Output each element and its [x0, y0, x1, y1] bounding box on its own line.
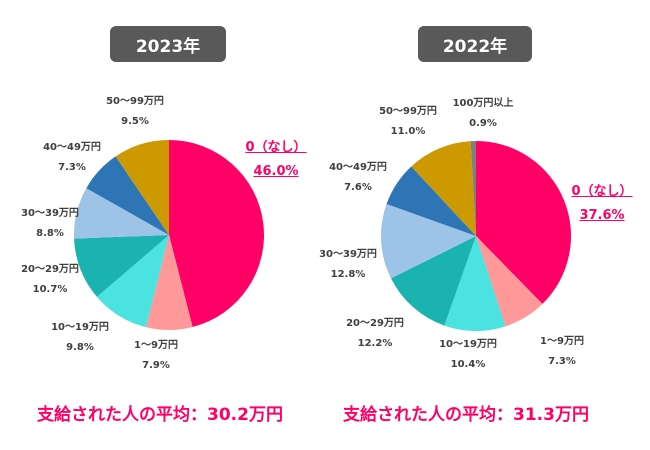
slice-label: 100万円以上 0.9% — [453, 94, 514, 134]
slice-value-label: 12.8% — [330, 269, 366, 280]
slice-value-label: 0.9% — [469, 118, 497, 129]
pie-slice — [411, 141, 476, 236]
slice-value-label: 7.9% — [142, 360, 170, 371]
slice-category-label: 50～99万円 — [379, 106, 437, 117]
average-2023: 支給された人の平均：30.2万円 — [37, 405, 283, 425]
slice-category-label: 0（なし） — [571, 184, 633, 199]
slice-value-label: 7.3% — [58, 162, 86, 173]
slice-value-label: 10.7% — [32, 284, 68, 295]
pie-slice — [470, 141, 476, 236]
slice-label: 0（なし） 37.6% — [571, 180, 632, 228]
slice-label: 30～39万円 8.8% — [21, 204, 79, 244]
slice-value-label: 46.0% — [253, 164, 299, 179]
slice-label: 10～19万円 10.4% — [439, 335, 497, 375]
pie-slice — [86, 156, 169, 235]
pie-slice — [74, 188, 169, 239]
slice-category-label: 30～39万円 — [319, 249, 377, 260]
pie-slice — [96, 235, 169, 328]
slice-label: 1～9万円 7.9% — [134, 336, 178, 376]
slice-label: 20～29万円 10.7% — [21, 260, 79, 300]
slice-label: 50～99万円 11.0% — [379, 102, 437, 142]
slice-value-label: 7.6% — [344, 182, 372, 193]
slice-label: 30～39万円 12.8% — [319, 245, 377, 285]
slice-category-label: 10～19万円 — [51, 322, 109, 333]
slice-category-label: 20～29万円 — [346, 318, 404, 329]
slice-label: 50～99万円 9.5% — [106, 92, 164, 132]
pie-slice — [444, 236, 506, 332]
slice-value-label: 12.2% — [357, 338, 393, 349]
pie-slice — [145, 235, 193, 330]
slice-category-label: 10～19万円 — [439, 339, 497, 350]
slice-category-label: 20～29万円 — [21, 264, 79, 275]
slice-value-label: 9.8% — [66, 342, 94, 353]
slice-category-label: 40～49万円 — [329, 162, 387, 173]
slice-value-label: 11.0% — [390, 126, 426, 137]
slice-label: 40～49万円 7.3% — [43, 138, 101, 178]
slice-category-label: 30～39万円 — [21, 208, 79, 219]
slice-value-label: 10.4% — [450, 359, 486, 370]
slice-value-label: 8.8% — [36, 228, 64, 239]
slice-value-label: 7.3% — [548, 356, 576, 367]
slice-category-label: 0（なし） — [245, 140, 307, 155]
pie-slice — [381, 204, 476, 279]
slice-label: 1～9万円 7.3% — [540, 332, 584, 372]
slice-value-label: 37.6% — [579, 208, 625, 223]
pie-slice — [169, 140, 265, 328]
slice-category-label: 1～9万円 — [540, 336, 584, 347]
slice-category-label: 100万円以上 — [452, 98, 514, 109]
title-2022: 2022年 — [418, 26, 532, 62]
slice-category-label: 50～99万円 — [106, 96, 164, 107]
title-2023: 2023年 — [110, 26, 226, 62]
slice-label: 10～19万円 9.8% — [51, 318, 109, 358]
pie-slice — [386, 166, 476, 236]
slice-label: 0（なし） 46.0% — [245, 136, 306, 184]
slice-value-label: 9.5% — [121, 116, 149, 127]
slice-label: 20～29万円 12.2% — [346, 314, 404, 354]
slice-label: 40～49万円 7.6% — [329, 158, 387, 198]
pie-slice — [476, 141, 571, 304]
pie-slice — [476, 236, 543, 327]
average-2022: 支給された人の平均：31.3万円 — [343, 405, 589, 425]
pie-slice — [115, 140, 169, 235]
slice-category-label: 40～49万円 — [43, 142, 101, 153]
pie-slice — [390, 236, 476, 326]
pie-slice — [74, 235, 169, 297]
slice-category-label: 1～9万円 — [134, 340, 178, 351]
